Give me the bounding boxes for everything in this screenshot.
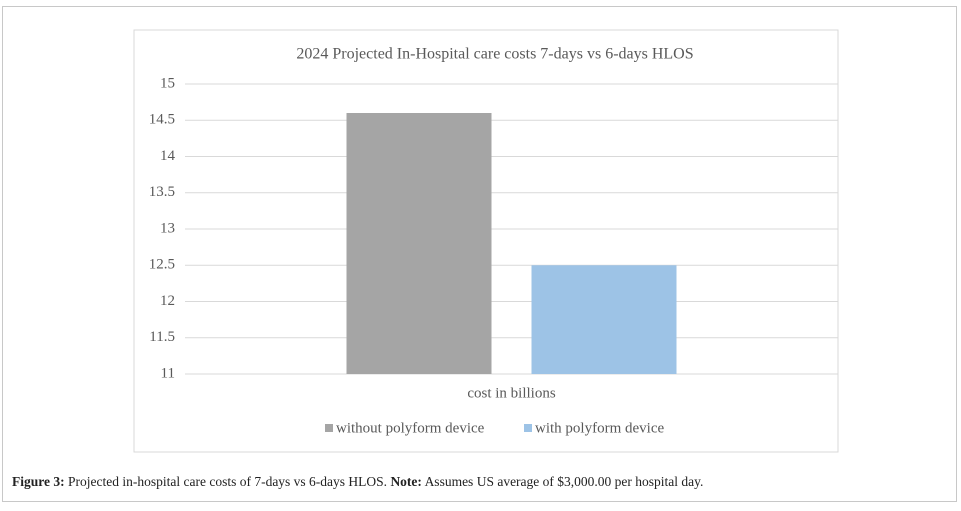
bar	[531, 265, 677, 374]
y-tick-label: 12	[160, 293, 175, 309]
x-tick-label: cost in billions	[467, 385, 556, 401]
bar	[346, 113, 492, 374]
chart-title: 2024 Projected In-Hospital care costs 7-…	[296, 46, 693, 63]
legend-swatch	[325, 424, 333, 432]
caption: Figure 3: Projected in-hospital care cos…	[12, 474, 703, 490]
y-tick-label: 11.5	[149, 329, 175, 345]
y-tick-label: 13.5	[149, 184, 175, 200]
chart: 2024 Projected In-Hospital care costs 7-…	[133, 29, 839, 453]
y-tick-label: 14	[160, 148, 176, 164]
figure-frame	[2, 6, 957, 502]
chart-area	[133, 29, 839, 453]
y-tick-label: 12.5	[149, 257, 175, 273]
caption-text: Projected in-hospital care costs of 7-da…	[68, 474, 388, 489]
y-tick-label: 14.5	[149, 112, 175, 128]
note-text: Assumes US average of $3,000.00 per hosp…	[424, 474, 704, 489]
y-tick-label: 11	[161, 365, 175, 381]
legend-swatch	[524, 424, 532, 432]
caption-label: Figure 3:	[12, 474, 65, 489]
legend-label: without polyform device	[336, 420, 485, 436]
note-label: Note:	[390, 474, 422, 489]
y-tick-label: 15	[160, 75, 175, 91]
y-tick-label: 13	[160, 220, 175, 236]
legend-label: with polyform device	[535, 420, 664, 436]
